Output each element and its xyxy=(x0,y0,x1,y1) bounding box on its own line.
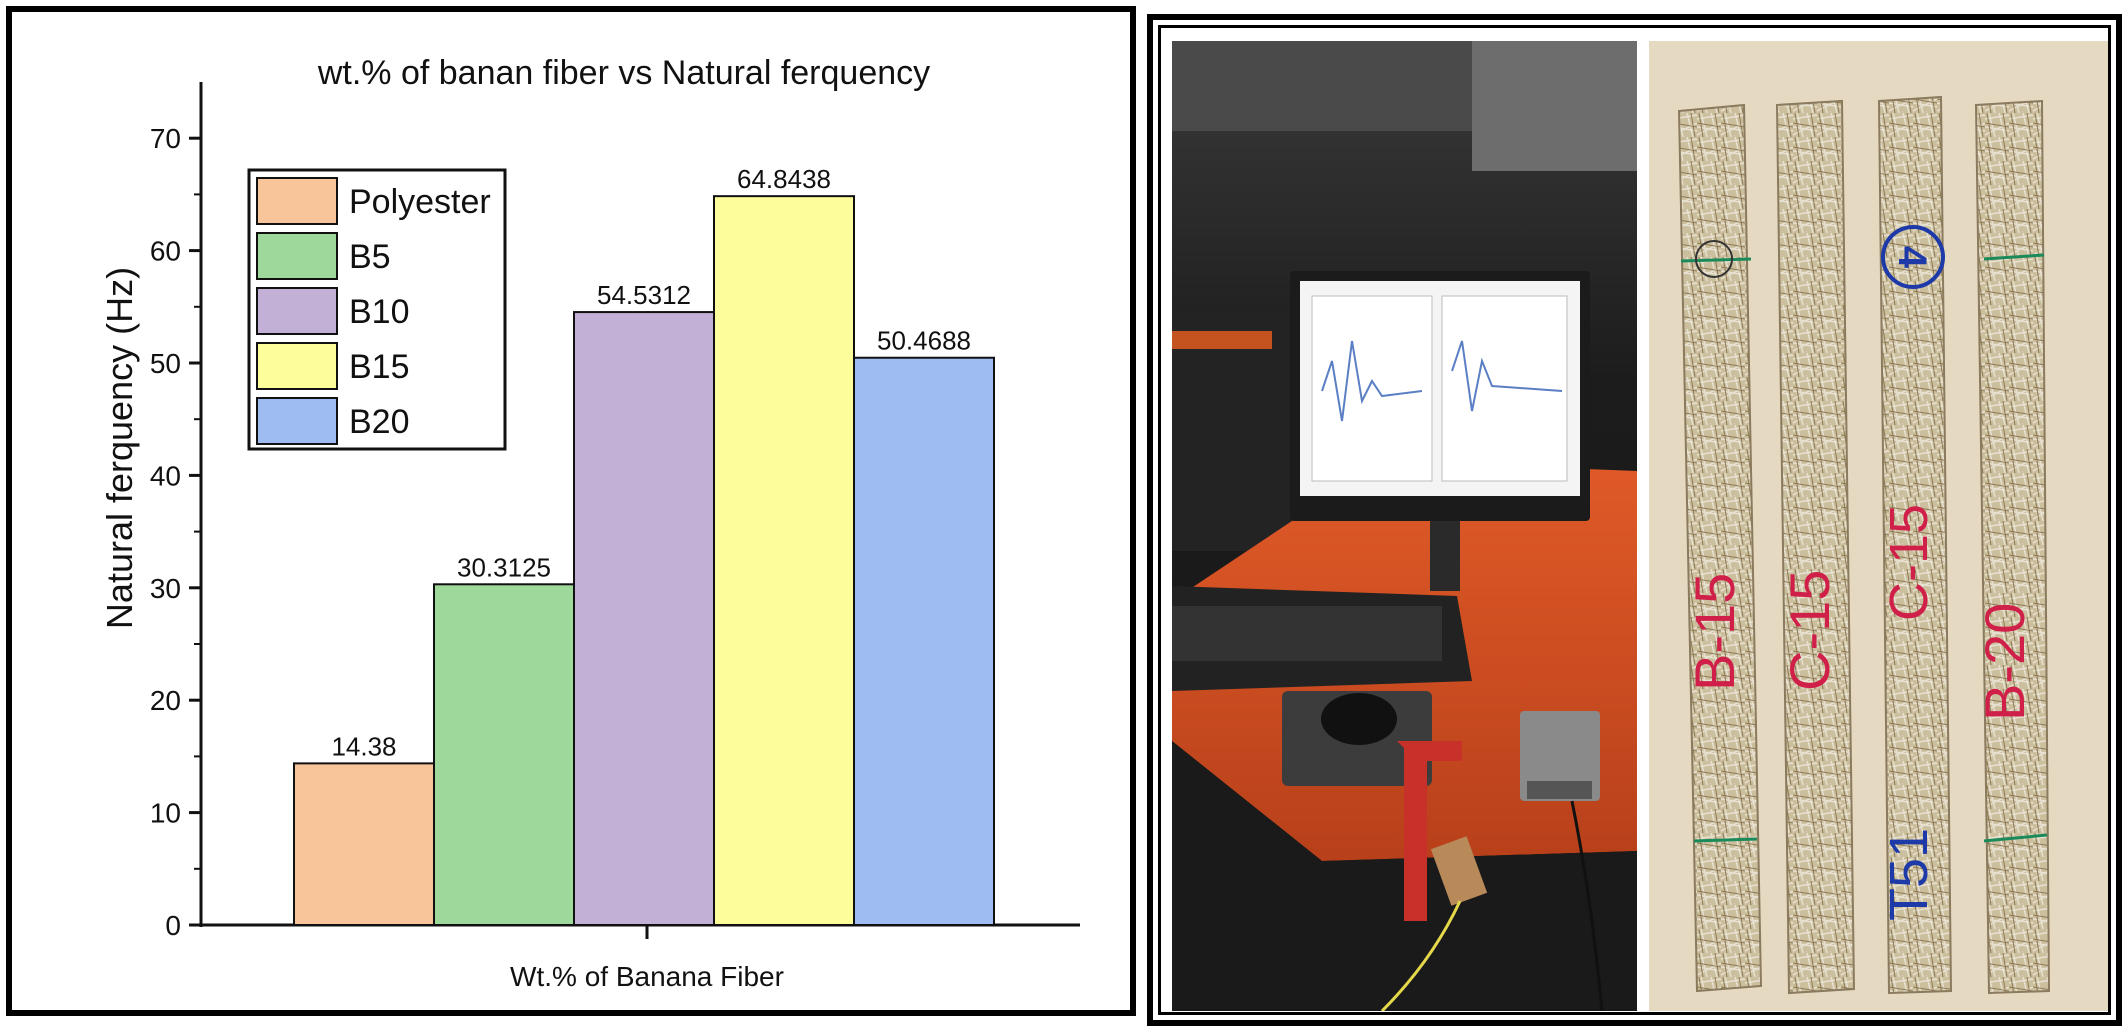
y-tick-label: 10 xyxy=(150,798,181,829)
legend-label: B15 xyxy=(349,348,410,386)
legend-label: B20 xyxy=(349,403,410,441)
x-axis xyxy=(199,923,1080,939)
legend-label: B10 xyxy=(349,293,410,331)
bar-chart: wt.% of banan fiber vs Natural ferquency… xyxy=(99,54,1080,992)
legend: Polyester B5 B10 B15 B20 xyxy=(247,168,507,451)
bar-labels: 14.38 30.3125 54.5312 64.8438 50.4688 xyxy=(331,164,971,761)
chart-title: wt.% of banan fiber vs Natural ferquency xyxy=(317,54,930,92)
legend-swatch xyxy=(256,397,338,445)
bar-value-label: 30.3125 xyxy=(457,552,551,582)
legend-swatch xyxy=(256,177,338,225)
bar-b10 xyxy=(573,311,715,926)
bar-b15 xyxy=(713,195,855,926)
strip-mark-3: C-15 xyxy=(1879,504,1939,621)
x-axis-label: Wt.% of Banana Fiber xyxy=(510,961,784,992)
bar-value-label: 50.4688 xyxy=(877,326,971,356)
strip-mark-4: B-20 xyxy=(1973,603,2036,721)
bar-b5 xyxy=(433,583,575,926)
y-tick-label: 50 xyxy=(150,348,181,379)
legend-swatch xyxy=(256,232,338,280)
photo-panel: 4 B-15 C-15 C-15 T51 B-20 xyxy=(1147,14,2122,1026)
lab-setup-photo xyxy=(1172,41,1637,1011)
legend-label: B5 xyxy=(349,238,391,276)
fiber-strips-photo: 4 B-15 C-15 C-15 T51 B-20 xyxy=(1649,41,2108,1011)
bars xyxy=(293,195,995,926)
strip-circled-number: 4 xyxy=(1890,246,1934,269)
chart-panel: wt.% of banan fiber vs Natural ferquency… xyxy=(6,6,1136,1016)
photo-inner-border xyxy=(1158,25,2111,1015)
y-tick-label: 60 xyxy=(150,236,181,267)
bar-b20 xyxy=(853,356,995,926)
y-tick-label: 70 xyxy=(150,123,181,154)
y-axis-label: Natural ferquency (Hz) xyxy=(99,267,140,629)
y-axis: 0 10 20 30 40 50 60 70 xyxy=(150,82,203,941)
bar-value-label: 64.8438 xyxy=(737,164,831,194)
y-tick-label: 0 xyxy=(165,910,181,941)
strip-blue-text: T51 xyxy=(1879,828,1939,921)
legend-swatch xyxy=(256,287,338,335)
bar-polyester xyxy=(293,762,435,926)
bar-value-label: 54.5312 xyxy=(597,280,691,310)
bar-value-label: 14.38 xyxy=(331,731,396,761)
y-tick-label: 40 xyxy=(150,460,181,491)
strip-mark-1: B-15 xyxy=(1683,573,1746,691)
y-tick-label: 20 xyxy=(150,685,181,716)
strip-mark-2: C-15 xyxy=(1778,570,1841,691)
legend-label: Polyester xyxy=(349,183,491,221)
y-tick-label: 30 xyxy=(150,573,181,604)
legend-swatch xyxy=(256,342,338,390)
